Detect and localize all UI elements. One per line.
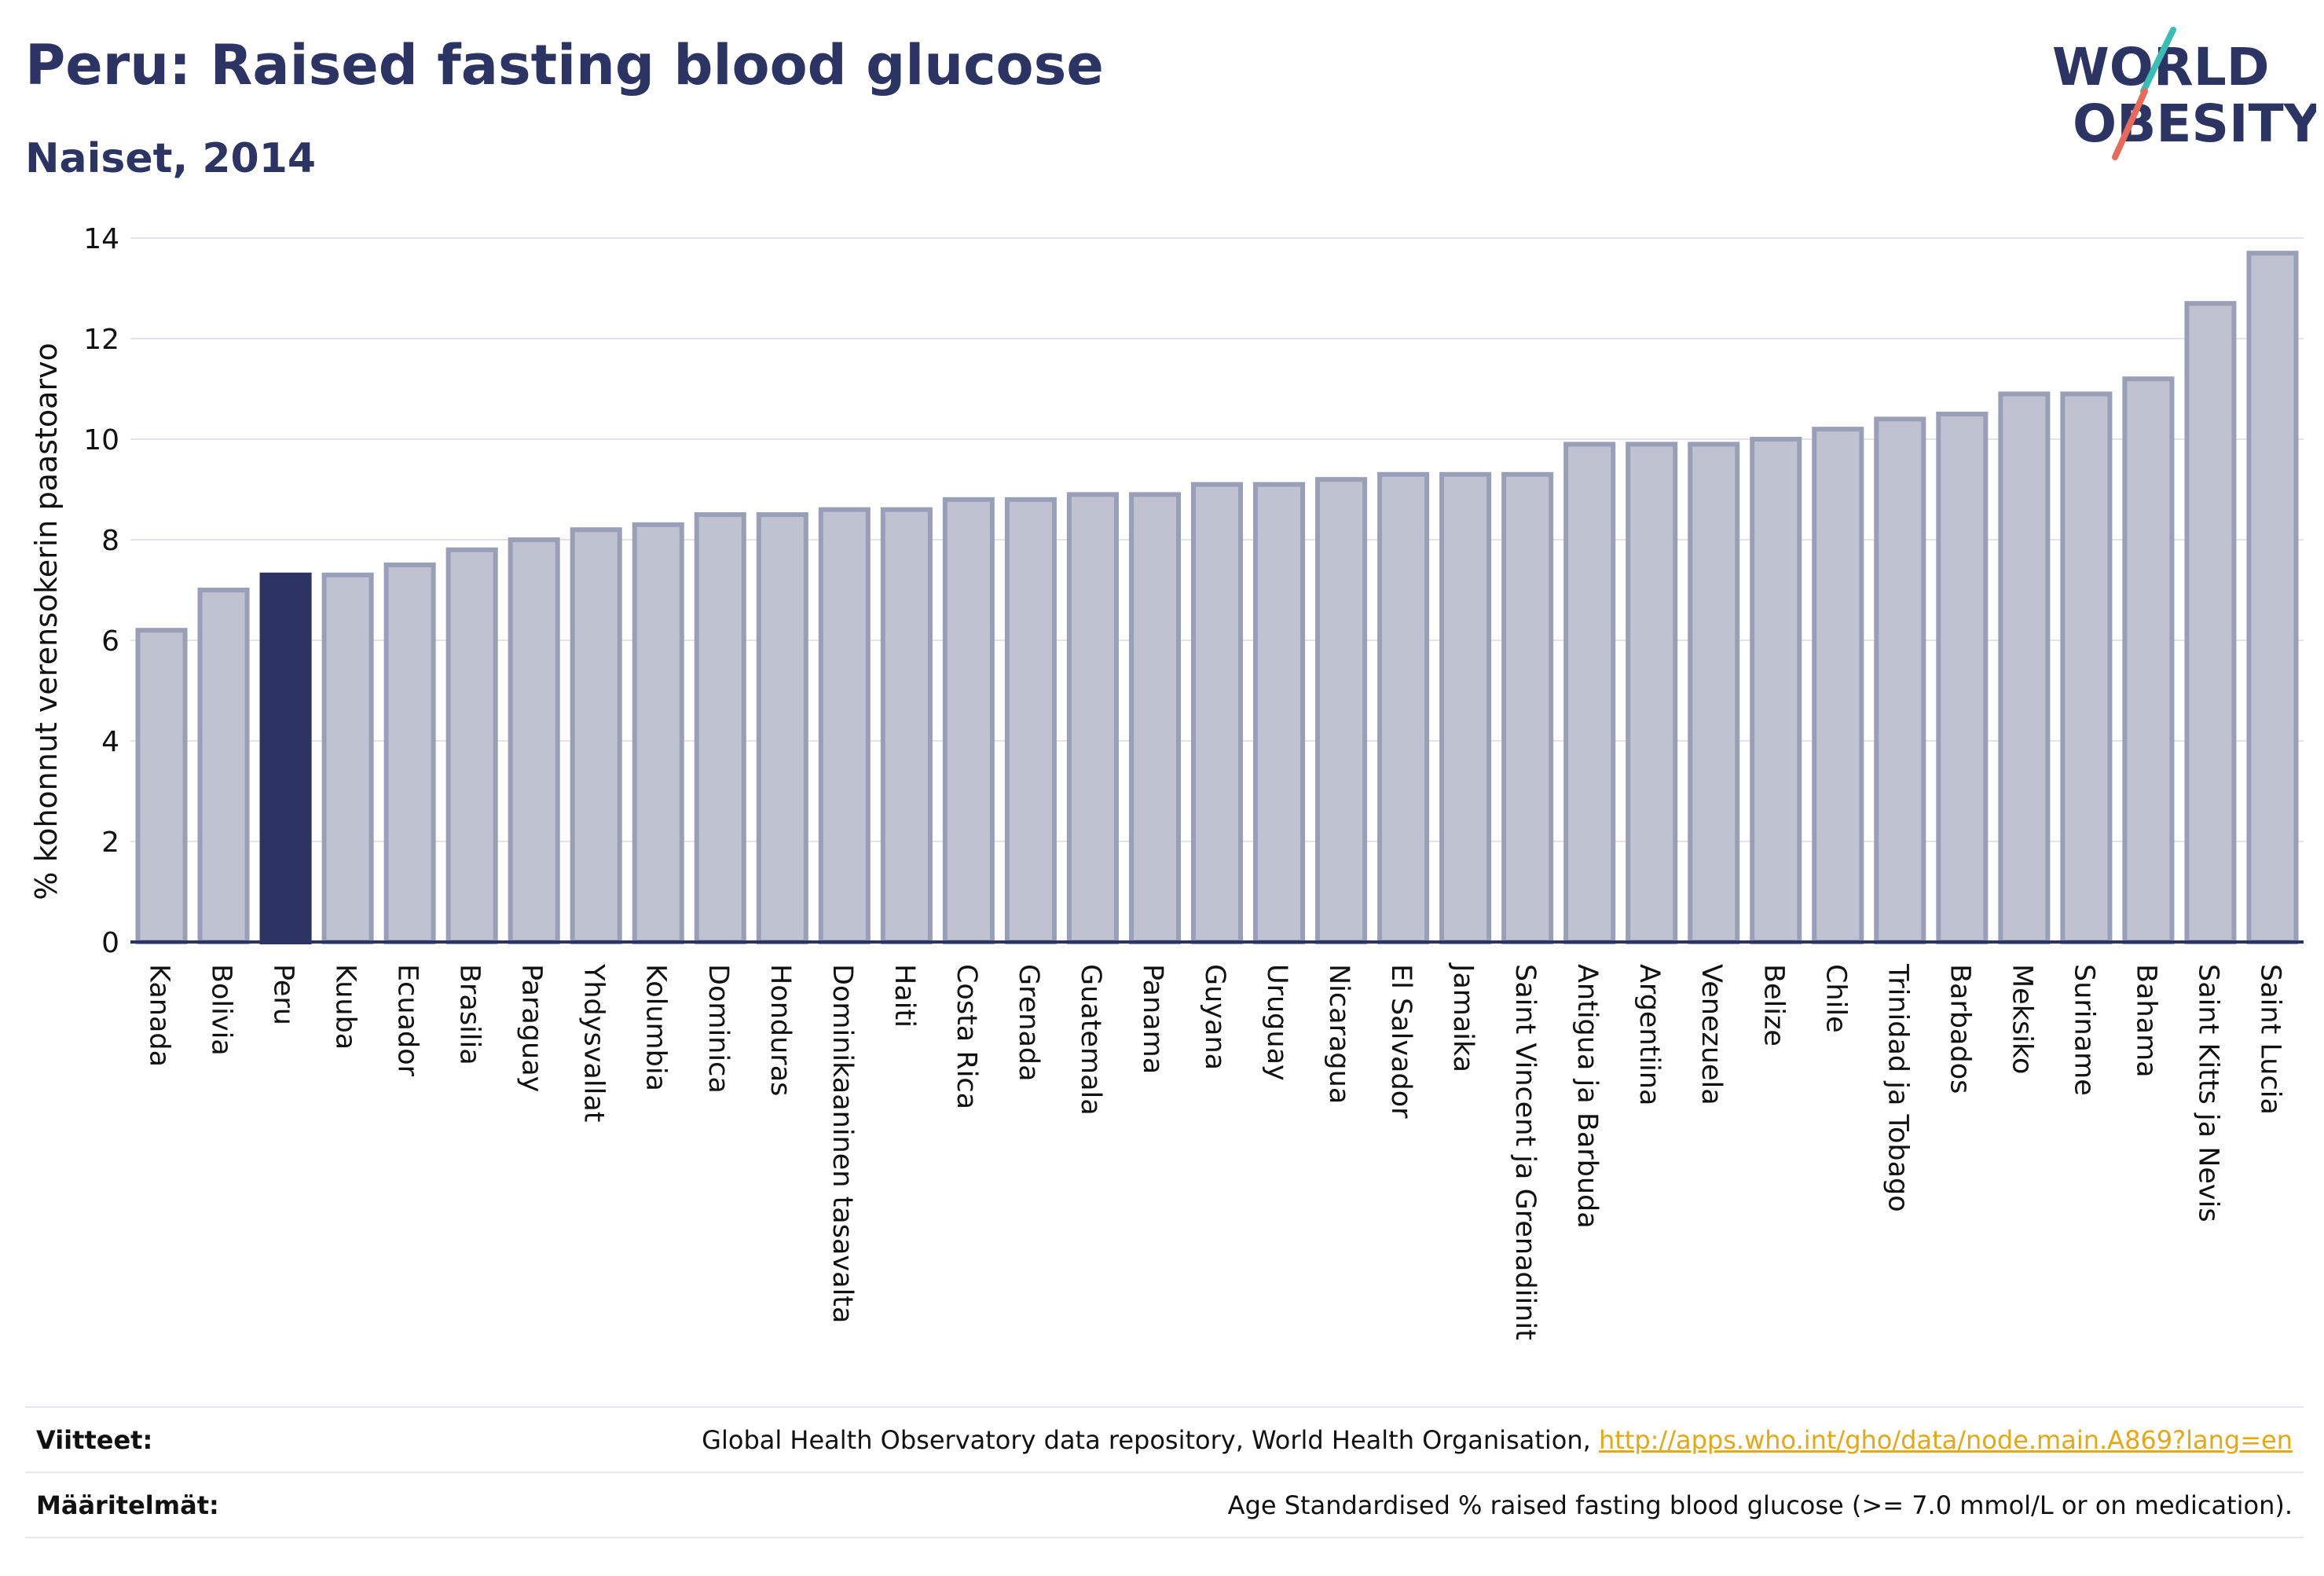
bar-jamaika	[1439, 471, 1492, 944]
y-tick-label: 10	[83, 424, 119, 456]
bar-chart: 0 2 4 6 8 10 12 14 Kanada Bolivia Peru Kuuba Ecuado…	[29, 223, 2304, 1340]
x-tick-label: Grenada	[1013, 964, 1044, 1082]
logo-slash-coral	[2112, 88, 2148, 160]
bar-panama	[1128, 492, 1182, 944]
x-tick-label: El Salvador	[1385, 964, 1417, 1119]
logo-text-world: WORLD	[2052, 37, 2270, 97]
bar-meksiko	[1998, 391, 2051, 944]
x-tick-label: Saint Lucia	[2254, 964, 2286, 1115]
x-tick-label: Venezuela	[1695, 964, 1727, 1105]
x-tick-label: Kuuba	[330, 964, 361, 1050]
x-tick-label: Panama	[1137, 964, 1168, 1074]
sources-label: Viitteet:	[36, 1425, 153, 1455]
x-tick-label: Paraguay	[516, 964, 548, 1092]
bar-grenada	[1004, 497, 1057, 944]
y-tick-label: 6	[101, 625, 119, 658]
bar-dominikaaninen-tasavalta	[818, 507, 871, 944]
x-tick-label: Meksiko	[2006, 964, 2037, 1074]
y-axis-title: % kohonnut verensokerin paastoarvo	[29, 343, 64, 900]
x-tick-label: Guyana	[1199, 964, 1230, 1070]
bars	[135, 251, 2299, 944]
bar-kuuba	[321, 572, 374, 944]
bar-brasilia	[445, 547, 498, 944]
x-tick-label: Barbados	[1944, 964, 1975, 1094]
bar-peru	[259, 572, 312, 944]
bar-ecuador	[383, 563, 436, 944]
definitions-row: Määritelmät: Age Standardised % raised f…	[25, 1472, 2304, 1538]
y-tick-label: 0	[101, 927, 119, 959]
logo-text-obesity: OBESITY	[2073, 93, 2316, 154]
bar-saint-lucia	[2246, 251, 2299, 944]
y-tick-label: 14	[83, 223, 119, 255]
x-tick-label: Bolivia	[206, 964, 237, 1056]
sources-description: Global Health Observatory data repositor…	[702, 1425, 1599, 1455]
bar-belize	[1750, 437, 1802, 944]
x-tick-label: Ecuador	[392, 964, 423, 1077]
logo-slash-teal	[2140, 27, 2176, 94]
x-tick-label: Brasilia	[454, 964, 486, 1065]
x-tick-label: Chile	[1820, 964, 1851, 1033]
x-tick-label: Dominikaaninen tasavalta	[827, 964, 858, 1323]
bar-saint-vincent-ja-grenadiinit	[1501, 471, 1554, 944]
sources-row: Viitteet: Global Health Observatory data…	[25, 1406, 2304, 1472]
bar-paraguay	[508, 537, 560, 944]
x-tick-label: Peru	[268, 964, 299, 1025]
bar-kolumbia	[632, 522, 684, 944]
bar-kanada	[135, 628, 188, 944]
x-tick-label: Nicaragua	[1323, 964, 1354, 1104]
bar-el-salvador	[1377, 471, 1430, 944]
x-tick-label: Costa Rica	[951, 964, 982, 1109]
y-tick-label: 4	[101, 726, 119, 758]
bar-chile	[1812, 427, 1864, 944]
x-tick-label: Argentiina	[1633, 964, 1665, 1105]
bar-suriname	[2060, 391, 2113, 944]
x-tick-label: Uruguay	[1261, 964, 1292, 1081]
x-tick-label: Yhdysvallat	[578, 963, 610, 1123]
x-tick-label: Bahama	[2130, 964, 2161, 1078]
y-tick-label: 8	[101, 525, 119, 557]
x-tick-label: Kanada	[144, 964, 175, 1067]
bar-guatemala	[1066, 492, 1119, 944]
x-tick-label: Belize	[1758, 964, 1789, 1046]
definitions-label: Määritelmät:	[36, 1490, 219, 1520]
bar-barbados	[1936, 412, 1989, 944]
bar-dominica	[694, 512, 746, 944]
bar-bahama	[2122, 376, 2175, 944]
x-tick-label: Honduras	[764, 964, 796, 1096]
bar-bolivia	[197, 588, 250, 944]
x-tick-label: Saint Kitts ja Nevis	[2192, 964, 2223, 1222]
y-tick-label: 2	[101, 826, 119, 859]
x-axis-labels: Kanada Bolivia Peru Kuuba Ecuador Brasilia Par…	[144, 962, 2286, 1340]
bar-honduras	[756, 512, 808, 944]
x-tick-label: Jamaika	[1447, 962, 1479, 1072]
bar-trinidad-ja-tobago	[1874, 416, 1926, 944]
x-tick-label: Antigua ja Barbuda	[1571, 964, 1603, 1229]
y-axis-ticks: 0 2 4 6 8 10 12 14	[83, 223, 119, 959]
footer-divider	[25, 1537, 2304, 1538]
bar-venezuela	[1688, 442, 1740, 944]
bar-uruguay	[1252, 482, 1306, 944]
bar-nicaragua	[1315, 477, 1368, 944]
x-tick-label: Saint Vincent ja Grenadiinit	[1509, 964, 1541, 1340]
x-tick-label: Kolumbia	[640, 964, 672, 1091]
bar-guyana	[1190, 482, 1244, 944]
sources-text: Global Health Observatory data repositor…	[702, 1425, 2304, 1455]
y-tick-label: 12	[83, 324, 119, 356]
bar-argentiina	[1626, 442, 1678, 944]
x-tick-label: Guatemala	[1075, 964, 1106, 1116]
world-obesity-logo: WORLD OBESITY	[2052, 27, 2316, 160]
x-tick-label: Trinidad ja Tobago	[1882, 963, 1913, 1212]
bar-antigua-ja-barbuda	[1563, 442, 1616, 944]
definitions-text: Age Standardised % raised fasting blood …	[1227, 1490, 2293, 1520]
chart-title: Peru: Raised fasting blood glucose	[25, 33, 1104, 97]
bar-yhdysvallat	[570, 527, 622, 944]
bar-haiti	[880, 507, 933, 944]
bar-saint-kitts-ja-nevis	[2184, 301, 2237, 944]
sources-link[interactable]: http://apps.who.int/gho/data/node.main.A…	[1598, 1425, 2293, 1455]
x-tick-label: Dominica	[702, 964, 734, 1094]
chart-subtitle: Naiset, 2014	[25, 135, 317, 182]
x-tick-label: Suriname	[2068, 964, 2099, 1096]
bar-costa-rica	[942, 497, 995, 944]
x-tick-label: Haiti	[889, 964, 920, 1028]
